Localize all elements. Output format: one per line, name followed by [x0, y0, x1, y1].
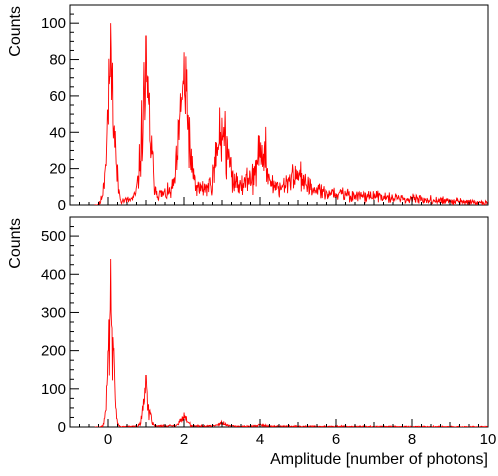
bottom-plot-frame — [69, 216, 489, 428]
y-tick-label: 80 — [49, 52, 66, 69]
top-panel: 0 20 40 60 80 100 Counts — [7, 4, 489, 214]
x-tick-label: 2 — [180, 431, 188, 448]
bottom-y-axis-title: Counts — [7, 218, 24, 269]
x-tick-label: 4 — [256, 431, 264, 448]
bottom-series-line — [94, 258, 488, 427]
y-tick-label: 500 — [41, 228, 66, 245]
bottom-x-axis-tick-labels: 0 2 4 6 8 10 — [104, 431, 497, 448]
x-tick-label: 6 — [332, 431, 340, 448]
bottom-y-axis-tick-labels: 0 100 200 300 400 500 — [41, 228, 66, 436]
bottom-x-axis-ticks — [69, 419, 489, 427]
top-y-axis-title: Counts — [7, 6, 24, 57]
y-tick-label: 100 — [41, 15, 66, 32]
y-tick-label: 400 — [41, 266, 66, 283]
y-tick-label: 60 — [49, 88, 66, 105]
y-tick-label: 200 — [41, 343, 66, 360]
top-y-axis-tick-labels: 0 20 40 60 80 100 — [41, 15, 66, 214]
bottom-y-axis-ticks — [70, 216, 79, 428]
top-series-line — [94, 23, 488, 205]
x-tick-label: 10 — [480, 431, 497, 448]
y-tick-label: 20 — [49, 161, 66, 178]
y-tick-label: 300 — [41, 304, 66, 321]
top-y-axis-ticks — [70, 4, 79, 206]
top-plot-frame — [69, 4, 489, 206]
x-tick-label: 0 — [104, 431, 112, 448]
y-tick-label: 40 — [49, 124, 66, 141]
y-tick-label: 100 — [41, 381, 66, 398]
top-x-axis-ticks — [69, 197, 489, 205]
y-tick-label: 0 — [58, 197, 66, 214]
x-axis-title: Amplitude [number of photons] — [270, 451, 488, 468]
y-tick-label: 0 — [58, 419, 66, 436]
bottom-panel: 0 100 200 300 400 500 0 2 4 6 8 10 Counts Amplitud… — [7, 216, 497, 468]
x-tick-label: 8 — [408, 431, 416, 448]
